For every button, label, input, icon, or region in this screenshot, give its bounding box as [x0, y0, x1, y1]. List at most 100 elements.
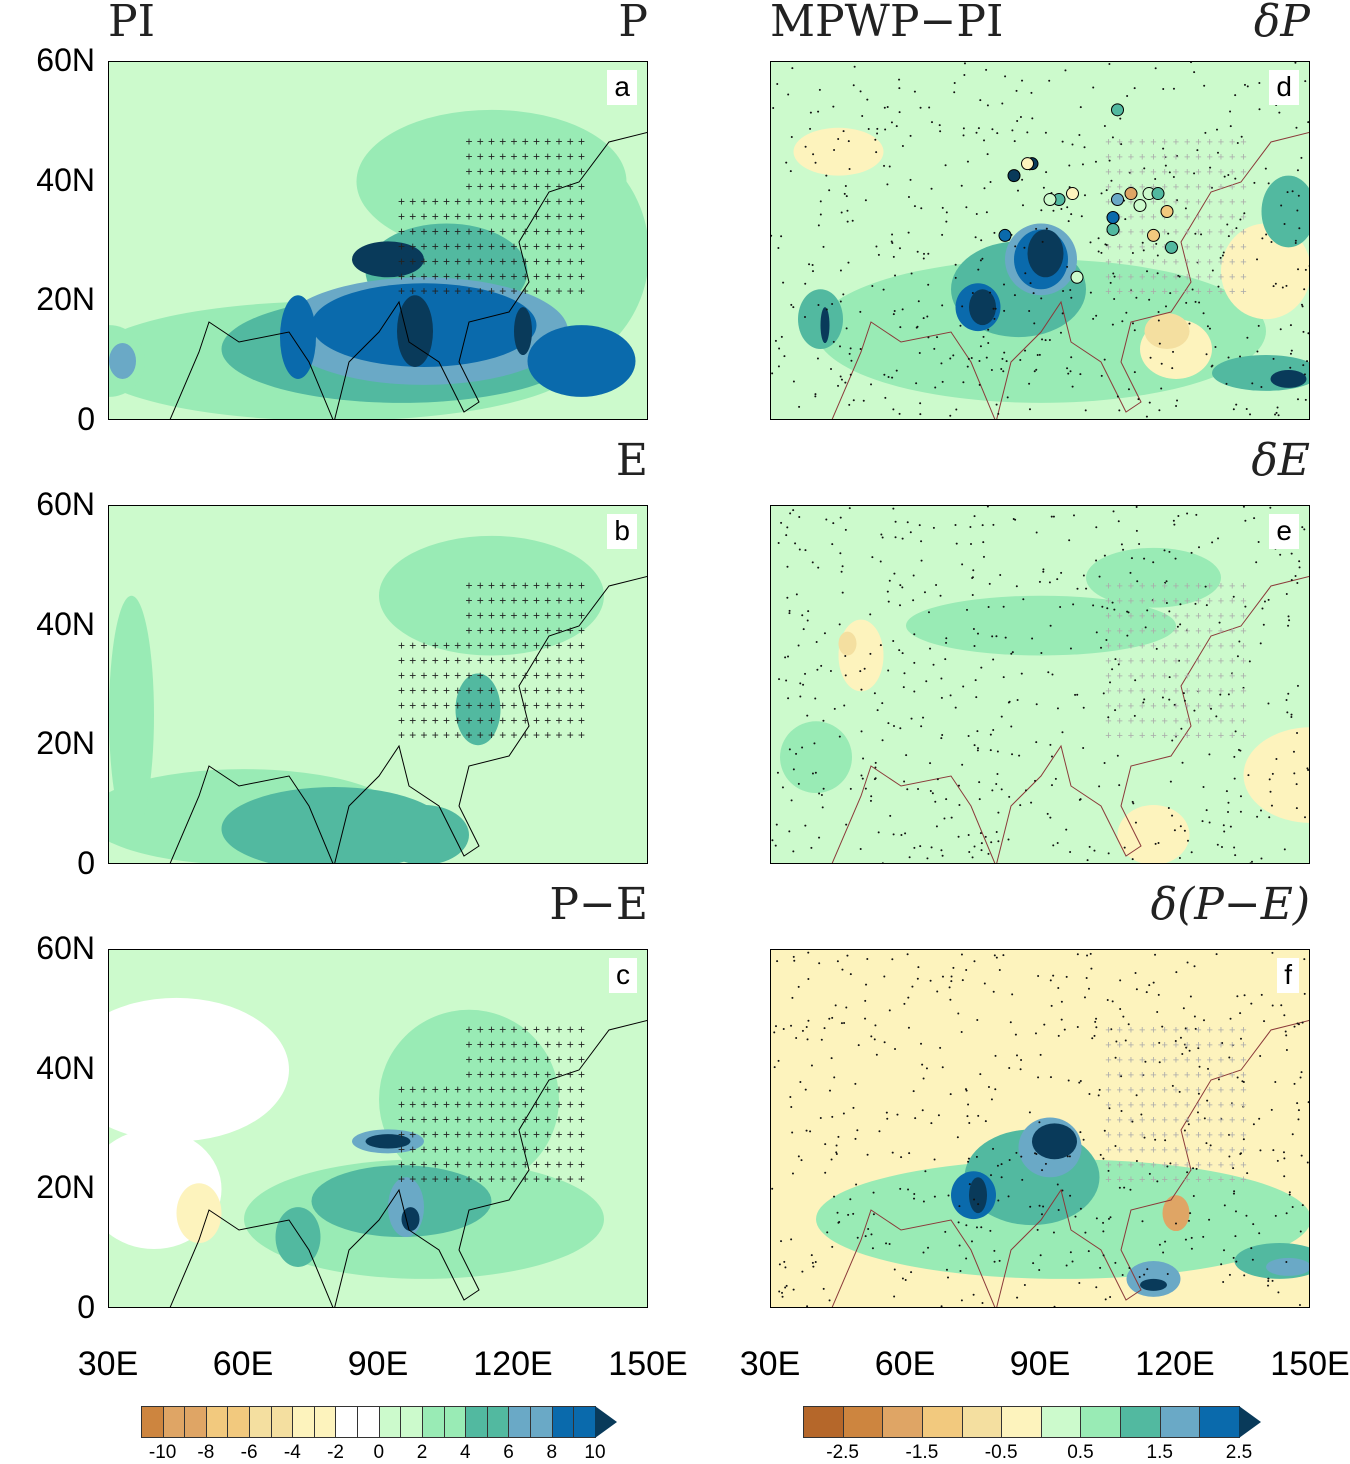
significance-dot: [837, 385, 839, 387]
significance-dot: [1304, 80, 1306, 82]
significance-cross: +: [454, 254, 461, 268]
significance-dot: [1058, 1209, 1060, 1211]
significance-dot: [922, 717, 924, 719]
significance-dot: [1001, 716, 1003, 718]
significance-dot: [1305, 399, 1307, 401]
significance-dot: [1194, 1016, 1196, 1018]
significance-cross: +: [488, 1097, 495, 1111]
significance-cross: +: [1162, 226, 1168, 238]
significance-cross: +: [533, 135, 540, 149]
colorbar-swatch: [1001, 1406, 1042, 1438]
significance-dot: [979, 99, 981, 101]
significance-cross: +: [1139, 1025, 1145, 1037]
significance-dot: [1068, 1080, 1070, 1082]
significance-dot: [1134, 329, 1136, 331]
significance-dot: [883, 289, 885, 291]
significance-cross: +: [1105, 1070, 1111, 1082]
significance-dot: [1070, 356, 1072, 358]
significance-cross: +: [510, 1097, 517, 1111]
significance-cross: +: [477, 683, 484, 697]
significance-dot: [997, 840, 999, 842]
significance-dot: [990, 749, 992, 751]
significance-dot: [919, 524, 921, 526]
significance-dot: [798, 783, 800, 785]
significance-cross: +: [555, 1127, 562, 1141]
significance-dot: [811, 1254, 813, 1256]
significance-dot: [843, 1113, 845, 1115]
significance-cross: +: [1139, 641, 1145, 653]
significance-cross: +: [1195, 256, 1201, 268]
significance-cross: +: [488, 653, 495, 667]
significance-cross: +: [443, 668, 450, 682]
significance-cross: +: [1207, 182, 1213, 194]
significance-cross: +: [1128, 1144, 1134, 1156]
significance-dot: [945, 221, 947, 223]
significance-cross: +: [420, 1097, 427, 1111]
significance-dot: [788, 830, 790, 832]
significance-dot: [1022, 598, 1024, 600]
significance-dot: [1171, 367, 1173, 369]
significance-cross: +: [1240, 730, 1246, 742]
contour-region: [528, 325, 636, 397]
significance-dot: [1301, 1071, 1303, 1073]
significance-dot: [989, 583, 991, 585]
significance-dot: [771, 1188, 773, 1190]
significance-cross: +: [488, 224, 495, 238]
significance-dot: [1208, 753, 1210, 755]
significance-dot: [945, 637, 947, 639]
significance-cross: +: [1207, 1085, 1213, 1097]
significance-cross: +: [1184, 1144, 1190, 1156]
significance-dot: [959, 1245, 961, 1247]
significance-dot: [1053, 516, 1055, 518]
significance-cross: +: [1173, 167, 1179, 179]
significance-dot: [903, 672, 905, 674]
significance-cross: +: [1218, 655, 1224, 667]
significance-cross: +: [1207, 241, 1213, 253]
significance-cross: +: [1218, 730, 1224, 742]
significance-cross: +: [510, 1142, 517, 1156]
significance-cross: +: [1162, 1085, 1168, 1097]
colorbar-swatch: [1041, 1406, 1082, 1438]
proxy-site-marker: [1044, 194, 1056, 206]
significance-dot: [893, 833, 895, 835]
significance-cross: +: [1173, 137, 1179, 149]
significance-dot: [794, 542, 796, 544]
significance-dot: [961, 563, 963, 565]
significance-cross: +: [465, 609, 472, 623]
significance-dot: [894, 1268, 896, 1270]
significance-dot: [791, 997, 793, 999]
significance-dot: [817, 304, 819, 306]
significance-dot: [980, 667, 982, 669]
significance-cross: +: [578, 1157, 585, 1171]
significance-cross: +: [1229, 1114, 1235, 1126]
significance-dot: [1267, 1280, 1269, 1282]
significance-cross: +: [1229, 1159, 1235, 1171]
significance-dot: [1158, 311, 1160, 313]
significance-dot: [1282, 286, 1284, 288]
significance-dot: [958, 785, 960, 787]
significance-cross: +: [1150, 167, 1156, 179]
significance-cross: +: [443, 698, 450, 712]
significance-cross: +: [398, 1083, 405, 1097]
significance-dot: [1227, 802, 1229, 804]
significance-cross: +: [1105, 1085, 1111, 1097]
significance-dot: [924, 1170, 926, 1172]
significance-dot: [1285, 1034, 1287, 1036]
contour-region: [821, 307, 830, 343]
significance-cross: +: [443, 1142, 450, 1156]
significance-cross: +: [1240, 626, 1246, 638]
significance-dot: [923, 253, 925, 255]
significance-cross: +: [1173, 197, 1179, 209]
significance-cross: +: [544, 209, 551, 223]
significance-cross: +: [1195, 1174, 1201, 1186]
significance-dot: [974, 515, 976, 517]
significance-cross: +: [522, 165, 529, 179]
significance-dot: [1092, 318, 1094, 320]
significance-dot: [1173, 520, 1175, 522]
significance-dot: [967, 366, 969, 368]
significance-dot: [1125, 1040, 1127, 1042]
significance-dot: [1092, 87, 1094, 89]
significance-cross: +: [1218, 211, 1224, 223]
significance-dot: [896, 125, 898, 127]
significance-dot: [1039, 581, 1041, 583]
